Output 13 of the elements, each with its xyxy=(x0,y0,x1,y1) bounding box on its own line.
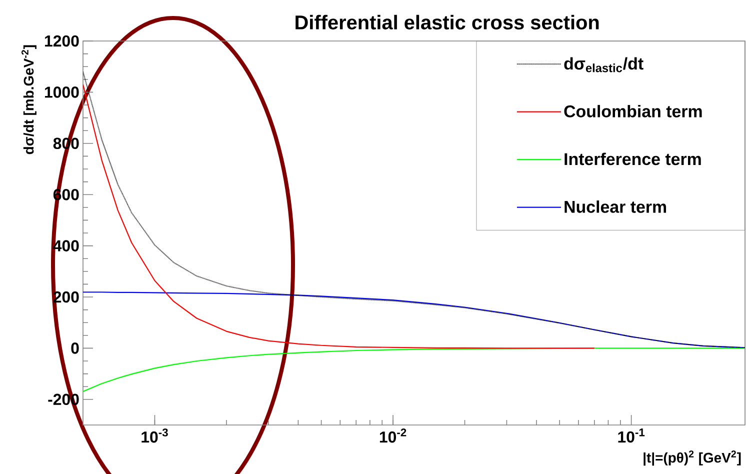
legend-label: Coulombian term xyxy=(564,104,702,118)
x-axis-title: |t|=(pθ)$^{2}$ [GeV$^{2}$] xyxy=(644,450,741,466)
legend-label: Interference term xyxy=(564,152,701,166)
x-tick-label: 10$^{-1}$ xyxy=(618,428,645,443)
y-tick-label: 0 xyxy=(71,342,79,354)
chart-title: Differential elastic cross section xyxy=(296,14,599,30)
y-axis-title: dσ/dt [mb.GeV$^{-2}$] xyxy=(22,45,36,154)
x-tick-label: 10$^{-2}$ xyxy=(380,428,406,443)
y-tick-label: 1200 xyxy=(45,35,79,47)
legend-label: Nuclear term xyxy=(564,200,666,213)
legend-label: dσ$_{elastic}$/dt xyxy=(564,57,644,72)
x-tick-label: 10$^{-3}$ xyxy=(142,428,168,443)
y-tick-label: 1000 xyxy=(45,86,79,98)
